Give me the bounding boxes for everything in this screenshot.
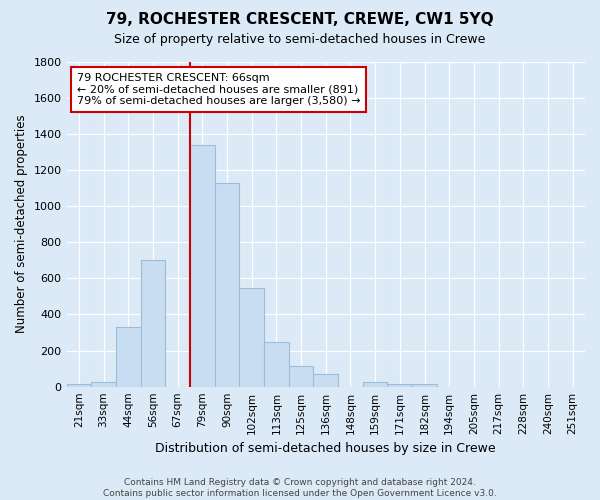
Bar	[412, 384, 437, 386]
Text: Size of property relative to semi-detached houses in Crewe: Size of property relative to semi-detach…	[115, 32, 485, 46]
X-axis label: Distribution of semi-detached houses by size in Crewe: Distribution of semi-detached houses by …	[155, 442, 496, 455]
Y-axis label: Number of semi-detached properties: Number of semi-detached properties	[15, 115, 28, 334]
Bar	[388, 384, 412, 386]
Text: Contains HM Land Registry data © Crown copyright and database right 2024.
Contai: Contains HM Land Registry data © Crown c…	[103, 478, 497, 498]
Bar	[264, 342, 289, 386]
Bar	[363, 382, 388, 386]
Bar	[67, 384, 91, 386]
Bar	[91, 382, 116, 386]
Bar	[289, 366, 313, 386]
Bar	[239, 288, 264, 386]
Text: 79, ROCHESTER CRESCENT, CREWE, CW1 5YQ: 79, ROCHESTER CRESCENT, CREWE, CW1 5YQ	[106, 12, 494, 28]
Bar	[140, 260, 165, 386]
Bar	[215, 182, 239, 386]
Text: 79 ROCHESTER CRESCENT: 66sqm
← 20% of semi-detached houses are smaller (891)
79%: 79 ROCHESTER CRESCENT: 66sqm ← 20% of se…	[77, 73, 361, 106]
Bar	[313, 374, 338, 386]
Bar	[190, 144, 215, 386]
Bar	[116, 327, 140, 386]
